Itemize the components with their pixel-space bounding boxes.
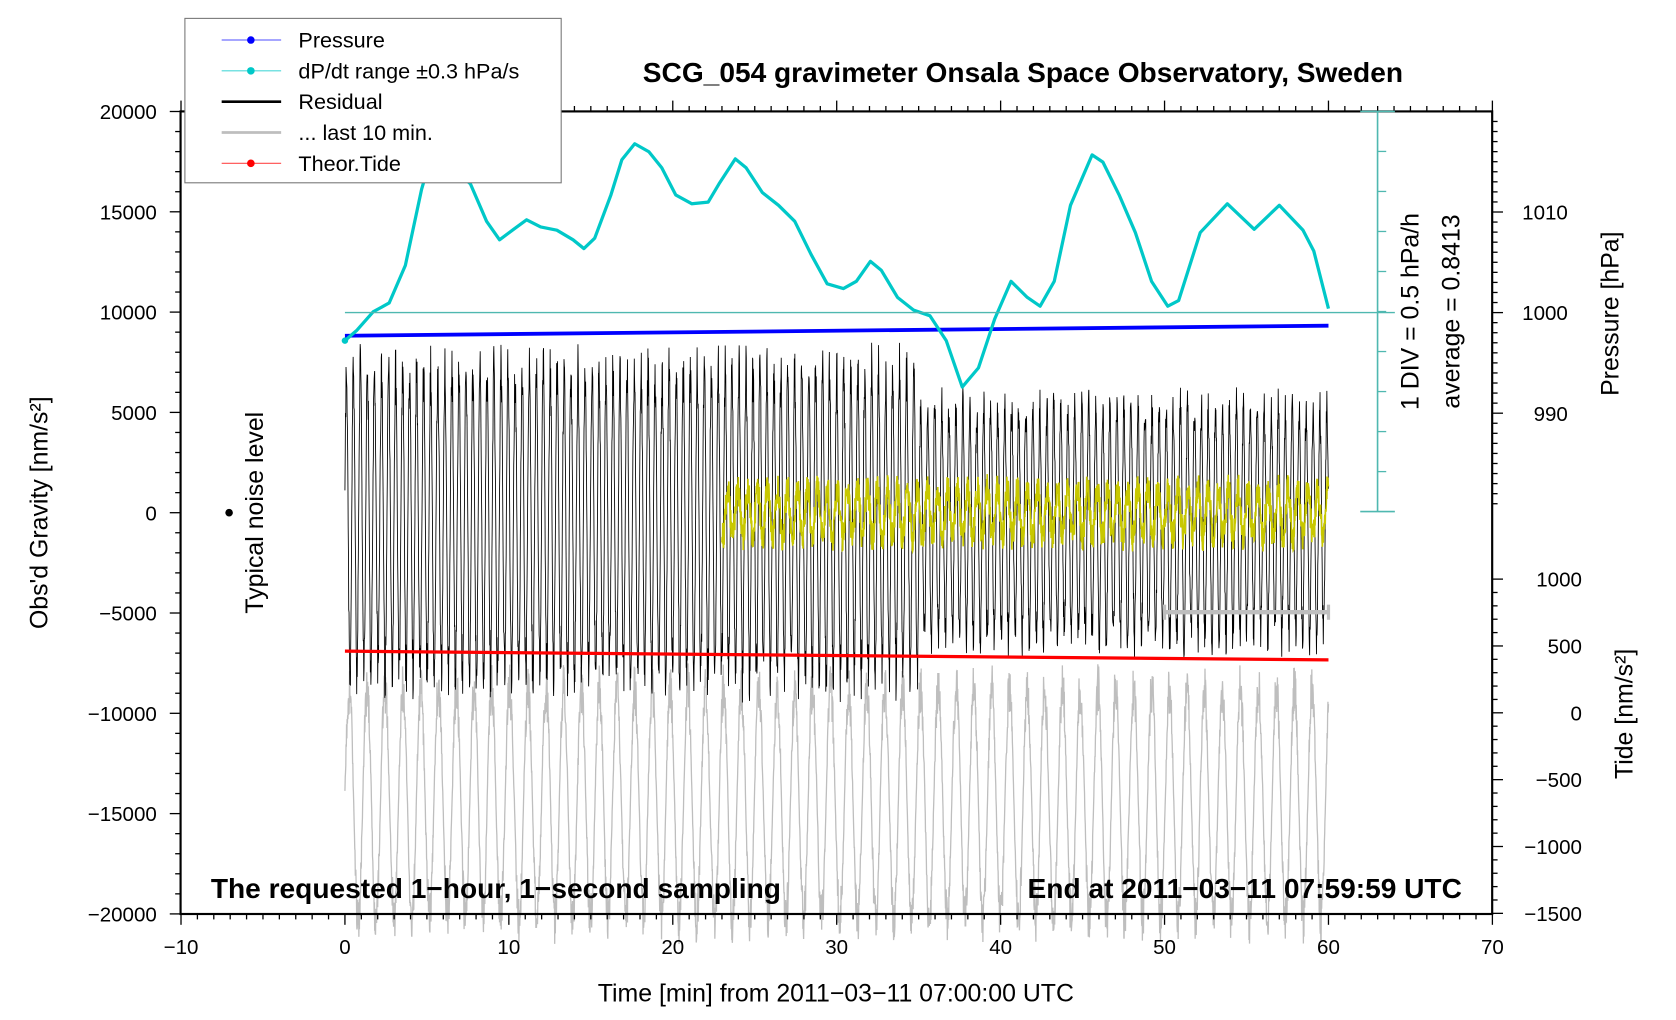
x-tick-label: 20 [661,936,684,959]
last-10-min-series [344,663,1330,944]
tide-series [344,649,1329,662]
y-tick-label-tide: 1000 [1536,569,1582,592]
x-tick-label: 30 [825,936,848,959]
legend-label: Pressure [298,28,384,53]
x-tick-label: 60 [1317,936,1340,959]
legend-marker [247,36,255,44]
x-tick-label: 40 [989,936,1012,959]
pressure-series [344,323,1329,338]
y-tick-label-tide: −1500 [1524,903,1582,926]
dpdt-average-label: average = 0.8413 [1438,214,1466,408]
dpdt-div-label: 1 DIV = 0.5 hPa/h [1397,213,1425,410]
annotation-left: The requested 1−hour, 1−second sampling [211,873,781,904]
y-tick-label-left: 0 [145,502,156,525]
y-tick-label-left: −15000 [88,803,157,826]
dpdt-series [343,142,1331,389]
x-tick-label: 10 [497,936,520,959]
legend-label: dP/dt range ±0.3 hPa/s [298,58,519,83]
y-tick-label-pressure: 990 [1534,403,1568,426]
dpdt-point [341,337,349,344]
x-tick-label: 0 [339,936,350,959]
legend-label: Residual [298,89,382,114]
axes-layer: −10 0 10 20 30 40 50 60 7020000150001000050000−5… [88,100,1582,959]
x-tick-label: 50 [1153,936,1176,959]
legend: Pressure dP/dt range ±0.3 hPa/s Residual..… [184,17,562,184]
series-layer [225,142,1331,944]
y-tick-label-left: −5000 [99,603,157,626]
legend-label: Theor.Tide [298,151,400,176]
y-tick-label-left: 20000 [100,101,157,124]
y-tick-label-tide: −500 [1536,769,1582,792]
residual-filtered-series [721,474,1330,555]
y-tick-label-pressure: 1010 [1522,202,1568,225]
y-tick-label-tide: 0 [1571,702,1582,725]
x-tick-label: 70 [1481,936,1504,959]
x-tick-label: −10 [164,936,199,959]
y-tick-label-left: 15000 [100,201,157,224]
legend-label: ... last 10 min. [298,120,432,145]
y-tick-label-pressure: 1000 [1522,302,1568,325]
y-tick-label-left: 5000 [111,402,157,425]
legend-marker [247,159,255,168]
y-axis-label-tide: Tide [nm/s²] [1611,649,1639,779]
y-axis-label-left: Obs'd Gravity [nm/s²] [26,396,54,629]
x-axis-label: Time [min] from 2011−03−11 07:00:00 UTC [598,980,1074,1008]
y-tick-label-left: 10000 [100,302,157,325]
y-axis-label-pressure: Pressure [hPa] [1597,231,1625,395]
y-tick-label-tide: −1000 [1524,836,1582,859]
y-tick-label-left: −10000 [88,703,157,726]
noise-level-label: Typical noise level [241,412,269,614]
y-tick-label-left: −20000 [88,903,157,926]
y-tick-label-tide: 500 [1548,636,1582,659]
legend-marker [247,67,255,75]
annotation-right: End at 2011−03−11 07:59:59 UTC [1028,873,1462,904]
noise-level-marker [225,508,233,517]
chart-title: SCG_054 gravimeter Onsala Space Observat… [643,57,1403,88]
